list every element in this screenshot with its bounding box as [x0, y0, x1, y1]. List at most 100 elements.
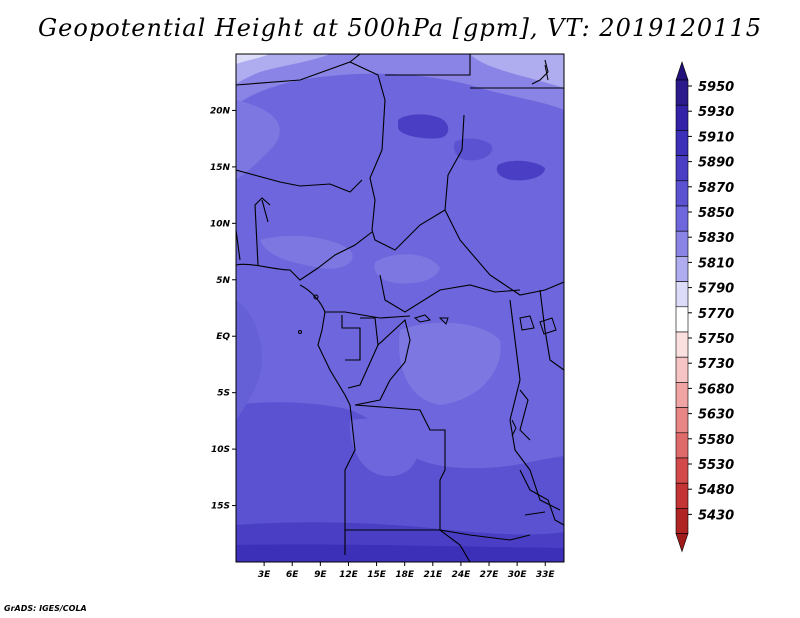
- latitude-axis: 20N 15N 10N 5N EQ 5S 10S 15S: [210, 106, 236, 512]
- colorbar-swatch: [675, 180, 689, 207]
- lake-b: [438, 317, 449, 325]
- field-5870-blob-b: [454, 138, 493, 161]
- lake-victoria-a: [519, 315, 535, 331]
- field-5860-west-coast: [236, 300, 262, 420]
- border-togo: [261, 199, 269, 223]
- island-b: [298, 330, 302, 334]
- colorbar-label: 5530: [698, 458, 734, 473]
- colorbar-label: 5480: [698, 483, 734, 498]
- border-zambia-mozambique: [519, 469, 564, 526]
- coast-red-sea: [531, 59, 549, 85]
- border-north-a: [349, 54, 361, 63]
- lat-tick-label: 15S: [211, 502, 230, 512]
- colorbar-top-arrow: [675, 61, 689, 81]
- border-libya: [385, 54, 471, 76]
- border-chad-sudan: [444, 114, 564, 296]
- colorbar-label: 5750: [698, 332, 734, 347]
- colorbar-swatch: [675, 508, 689, 534]
- colorbar-swatch: [675, 407, 689, 434]
- bioko-island: [313, 294, 319, 300]
- colorbar-label: 5850: [698, 206, 734, 221]
- colorbar-swatch: [675, 205, 689, 232]
- lon-tick-label: 6E: [286, 570, 299, 580]
- coast-and-borders: [236, 54, 564, 562]
- coast-west-edge: [236, 229, 241, 340]
- colorbar-label: 5630: [698, 408, 734, 423]
- colorbar-swatch: [675, 155, 689, 182]
- colorbar-label: 5680: [698, 382, 734, 397]
- lat-tick-label: 5N: [216, 276, 230, 286]
- colorbar-swatch: [675, 382, 689, 408]
- border-niger-nigeria: [236, 169, 363, 193]
- field-5810-nw: [236, 54, 330, 84]
- map-frame: [235, 53, 565, 563]
- lat-tick-label: 10N: [210, 219, 231, 229]
- lake-tanganyika: [519, 389, 531, 441]
- height-field: [236, 54, 564, 562]
- border-gabon-congo: [341, 315, 361, 361]
- border-car-drc: [379, 274, 521, 313]
- field-5890-blob-c: [496, 160, 545, 181]
- field-5840-patch-c: [399, 322, 501, 405]
- colorbar-swatch: [675, 130, 689, 156]
- colorbar-label: 5730: [698, 357, 734, 372]
- colorbar-swatch: [675, 457, 689, 484]
- colorbar-label: 5770: [698, 307, 734, 322]
- colorbar-swatch: [675, 256, 689, 282]
- colorbar-swatch: [675, 104, 689, 131]
- coast-nigeria: [236, 231, 373, 281]
- border-niger-chad: [236, 61, 386, 231]
- border-congo-river: [354, 318, 411, 406]
- colorbar-swatch: [675, 331, 689, 358]
- lon-tick-label: 12E: [339, 570, 359, 580]
- coast-cameroon: [299, 284, 411, 319]
- field-5840-west: [236, 100, 280, 180]
- colorbar-swatch: [675, 432, 689, 459]
- plot-title: Geopotential Height at 500hPa [gpm], VT:…: [38, 14, 762, 42]
- lake-victoria-b: [539, 317, 557, 335]
- colorbar-swatch: [675, 306, 689, 333]
- field-5870-south: [236, 402, 564, 562]
- coast-gabon: [317, 311, 346, 396]
- colorbar-label: 5950: [698, 80, 734, 95]
- lon-tick-label: 21E: [423, 570, 443, 580]
- lat-tick-label: 10S: [211, 445, 230, 455]
- colorbar-label: 5930: [698, 105, 734, 120]
- colorbar-label: 5830: [698, 231, 734, 246]
- coast-angola: [344, 394, 356, 555]
- lake-c: [511, 419, 517, 437]
- colorbar-label: 5430: [698, 508, 734, 523]
- colorbar-label: 5810: [698, 256, 734, 271]
- border-car-north: [371, 209, 446, 251]
- colorbar-label: 5790: [698, 282, 734, 297]
- lon-tick-label: 15E: [367, 570, 387, 580]
- lon-tick-label: 3E: [258, 570, 271, 580]
- lon-tick-label: 9E: [314, 570, 327, 580]
- border-benin: [254, 197, 271, 266]
- colorbar-swatch: [675, 356, 689, 383]
- lake-a: [413, 314, 432, 323]
- red-sea-island: [544, 64, 549, 81]
- lon-tick-label: 27E: [480, 570, 500, 580]
- colorbar-swatch: [675, 281, 689, 308]
- lat-tick-label: EQ: [216, 332, 230, 342]
- field-5910-south: [236, 544, 564, 562]
- colorbar-label: 5870: [698, 181, 734, 196]
- colorbar-swatch: [675, 482, 689, 509]
- lon-tick-label: 24E: [452, 570, 472, 580]
- lat-tick-label: 5S: [217, 389, 230, 399]
- border-namibia: [345, 529, 471, 562]
- field-5830-north: [236, 54, 564, 110]
- colorbar-swatch: [675, 79, 689, 106]
- lake-kariba: [524, 511, 546, 516]
- border-kenya: [539, 289, 564, 371]
- colorbar-swatch: [675, 230, 689, 257]
- lat-tick-label: 20N: [210, 106, 231, 116]
- field-5790-nw: [236, 54, 270, 64]
- lon-tick-label: 30E: [508, 570, 528, 580]
- colorbar-label: 5890: [698, 156, 734, 171]
- colorbar-label: 5580: [698, 433, 734, 448]
- longitude-axis: 3E 6E 9E 12E 15E 18E 21E 24E 27E 30E 33E: [258, 562, 555, 580]
- lat-tick-label: 15N: [210, 163, 231, 173]
